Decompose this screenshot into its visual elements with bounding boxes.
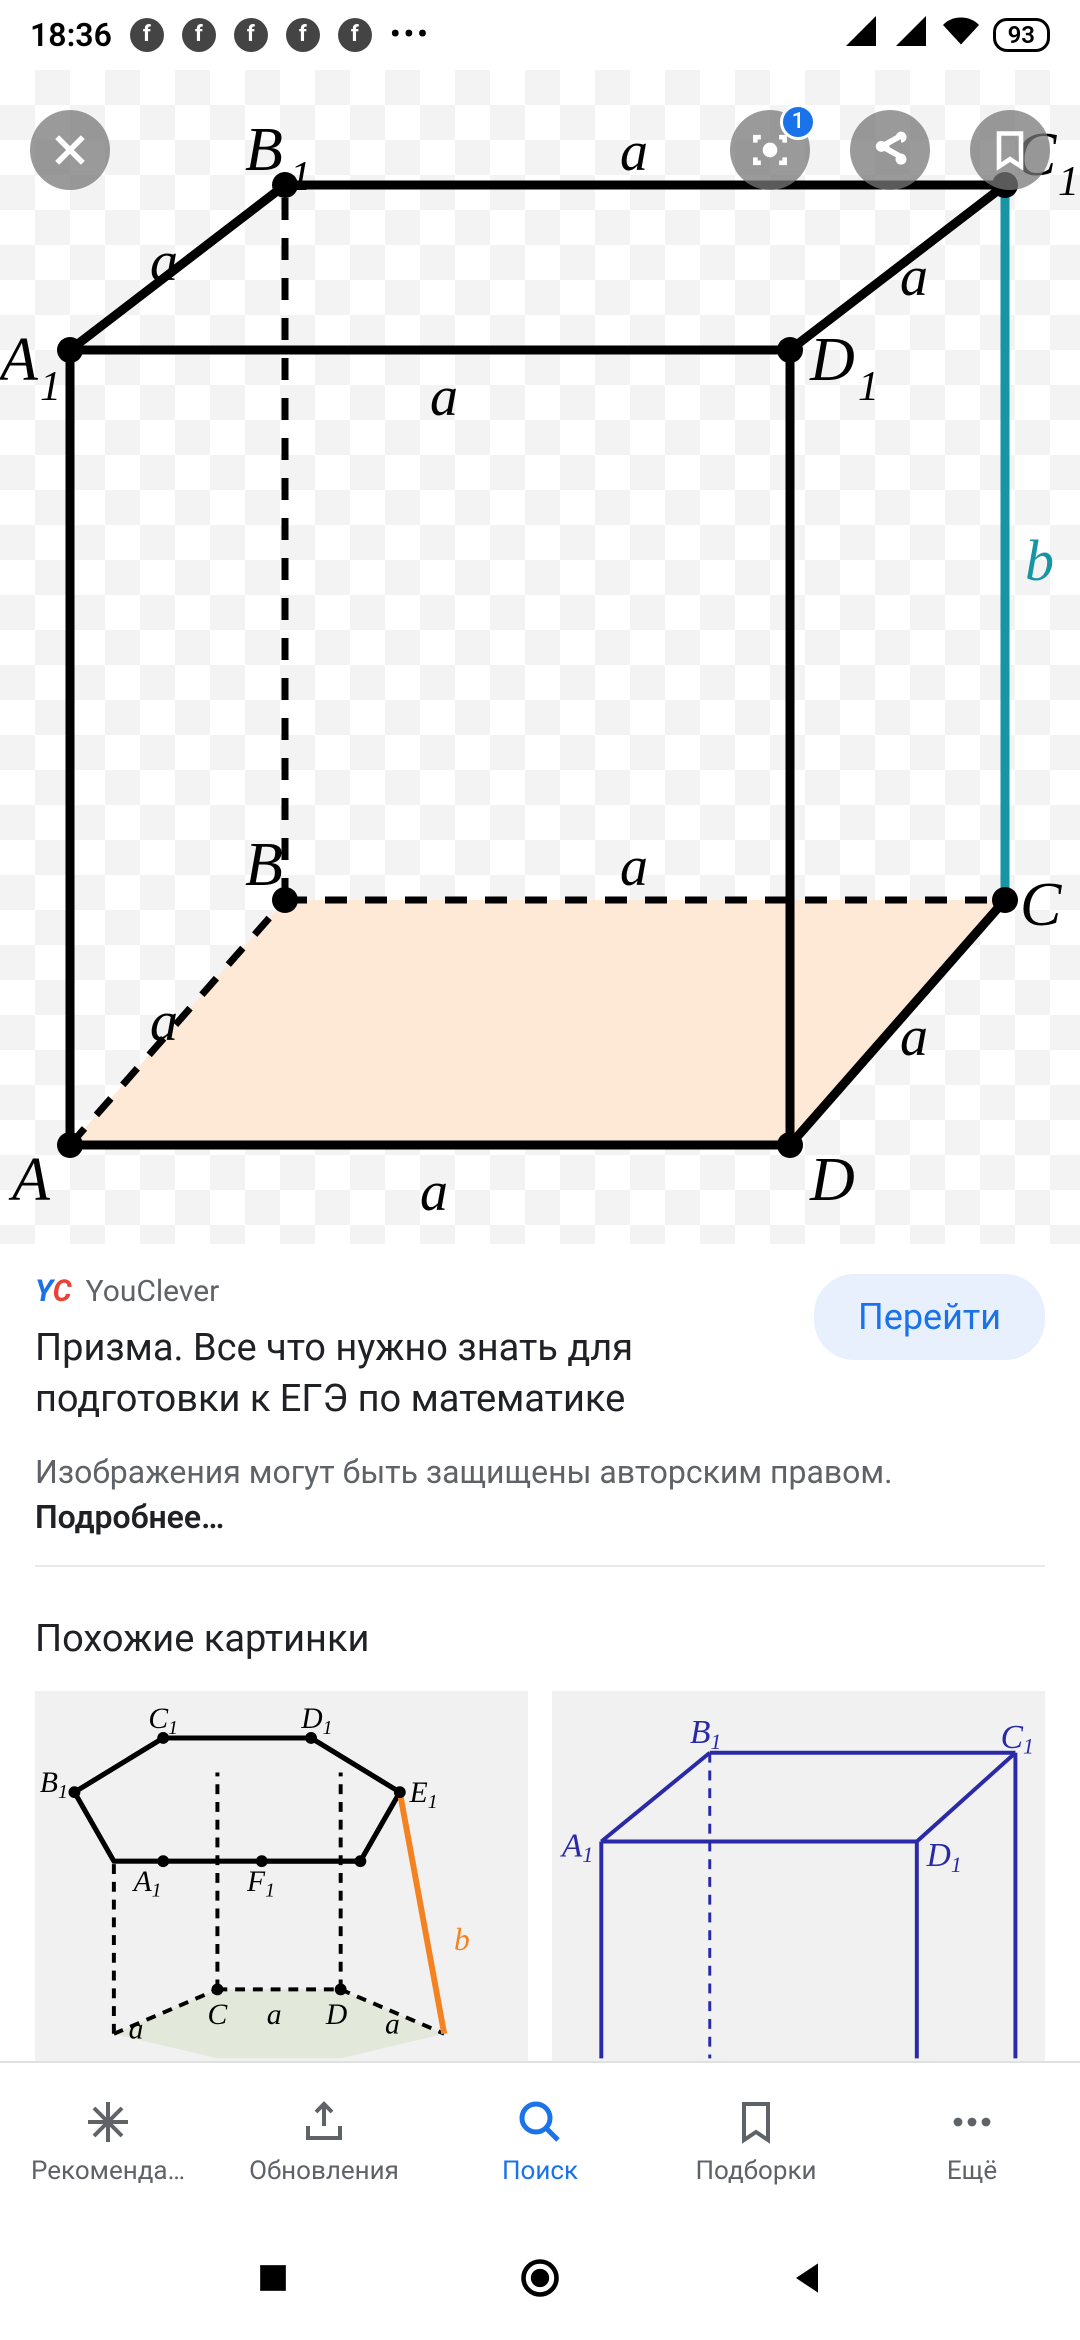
svg-text:a: a xyxy=(267,1999,282,2031)
svg-text:B: B xyxy=(245,831,283,899)
related-thumbnail[interactable]: A1 B1 C1 D1 xyxy=(552,1691,1045,2061)
svg-text:A1: A1 xyxy=(132,1866,162,1902)
facebook-icon: f xyxy=(182,18,216,52)
bookmark-button[interactable] xyxy=(970,110,1050,190)
svg-text:C: C xyxy=(208,1999,228,2031)
svg-text:1: 1 xyxy=(40,364,61,410)
svg-text:a: a xyxy=(430,366,458,428)
svg-text:B1: B1 xyxy=(40,1768,68,1804)
svg-text:D1: D1 xyxy=(926,1837,962,1877)
svg-text:a: a xyxy=(420,1161,448,1223)
svg-text:a: a xyxy=(150,991,178,1053)
facebook-icon: f xyxy=(234,18,268,52)
facebook-icon: f xyxy=(338,18,372,52)
svg-text:C1: C1 xyxy=(148,1703,178,1739)
home-button[interactable] xyxy=(518,2256,562,2304)
nav-label: Поиск xyxy=(502,2156,578,2186)
svg-text:1: 1 xyxy=(290,154,311,200)
facebook-icon: f xyxy=(286,18,320,52)
image-title[interactable]: Призма. Все что нужно знать для подготов… xyxy=(35,1323,794,1426)
svg-text:1: 1 xyxy=(858,364,879,410)
source-name: YouClever xyxy=(86,1274,220,1309)
more-notifications-icon: ••• xyxy=(390,17,431,52)
back-button[interactable] xyxy=(785,2256,829,2304)
nav-label: Ещё xyxy=(947,2156,997,2186)
status-time: 18:36 xyxy=(30,16,112,54)
svg-text:a: a xyxy=(620,121,648,183)
svg-text:a: a xyxy=(385,2009,400,2041)
svg-text:D1: D1 xyxy=(300,1703,332,1739)
nav-label: Обновления xyxy=(249,2156,399,2186)
related-thumbnail[interactable]: B1 C1 D1 E1 A1 F1 C D a a a b xyxy=(35,1691,528,2061)
main-image-viewer[interactable]: A B C D A1 B1 C1 D1 a a a a a a a a b 1 xyxy=(0,70,1080,1244)
cube-diagram: A1 B1 C1 D1 xyxy=(552,1691,1045,2061)
nav-updates[interactable]: Обновления xyxy=(216,2063,432,2220)
system-nav-bar xyxy=(0,2221,1080,2340)
lens-badge: 1 xyxy=(780,104,816,140)
svg-text:a: a xyxy=(900,1006,928,1068)
battery-indicator: 93 xyxy=(993,18,1050,52)
svg-text:B: B xyxy=(245,116,283,184)
svg-text:E1: E1 xyxy=(409,1777,438,1813)
signal-icon xyxy=(843,13,879,57)
related-section: Похожие картинки xyxy=(0,1587,1080,2061)
prism-diagram: A B C D A1 B1 C1 D1 a a a a a a a a b xyxy=(0,70,1080,1250)
recents-button[interactable] xyxy=(251,2256,295,2304)
source-logo: YC xyxy=(35,1274,72,1309)
nav-collections[interactable]: Подборки xyxy=(648,2063,864,2220)
copyright-notice: Изображения могут быть защищены авторски… xyxy=(35,1450,1045,1540)
svg-text:a: a xyxy=(900,246,928,308)
image-info-card: YC YouClever Призма. Все что нужно знать… xyxy=(0,1244,1080,1587)
divider xyxy=(35,1565,1045,1567)
nav-recommendations[interactable]: Рекоменда… xyxy=(0,2063,216,2220)
nav-search[interactable]: Поиск xyxy=(432,2063,648,2220)
svg-text:A: A xyxy=(0,326,39,394)
nav-label: Рекоменда… xyxy=(31,2156,185,2186)
svg-text:a: a xyxy=(129,2014,144,2046)
svg-text:b: b xyxy=(1025,528,1054,593)
svg-text:C: C xyxy=(1020,871,1062,939)
svg-text:b: b xyxy=(454,1922,470,1957)
status-bar: 18:36 f f f f f ••• 93 xyxy=(0,0,1080,70)
facebook-icon: f xyxy=(130,18,164,52)
share-button[interactable] xyxy=(850,110,930,190)
close-button[interactable] xyxy=(30,110,110,190)
svg-text:1: 1 xyxy=(1058,159,1079,205)
svg-text:D: D xyxy=(809,326,855,394)
signal-icon xyxy=(893,13,929,57)
wifi-icon xyxy=(943,13,979,57)
related-title: Похожие картинки xyxy=(35,1617,1045,1661)
svg-text:F1: F1 xyxy=(246,1866,275,1902)
nav-more[interactable]: Ещё xyxy=(864,2063,1080,2220)
svg-text:a: a xyxy=(150,231,178,293)
lens-button[interactable]: 1 xyxy=(730,110,810,190)
svg-text:A1: A1 xyxy=(560,1828,593,1868)
svg-text:D: D xyxy=(325,1999,347,2031)
bottom-nav: Рекоменда… Обновления Поиск Подборки Ещё xyxy=(0,2061,1080,2220)
svg-text:B1: B1 xyxy=(690,1714,721,1754)
svg-text:A: A xyxy=(8,1146,51,1214)
learn-more-link[interactable]: Подробнее… xyxy=(35,1498,224,1536)
goto-button[interactable]: Перейти xyxy=(814,1274,1045,1360)
svg-text:C1: C1 xyxy=(1001,1719,1034,1759)
svg-text:a: a xyxy=(620,836,648,898)
nav-label: Подборки xyxy=(695,2156,816,2186)
hex-prism-diagram: B1 C1 D1 E1 A1 F1 C D a a a b xyxy=(35,1691,528,2061)
svg-text:D: D xyxy=(809,1146,855,1214)
